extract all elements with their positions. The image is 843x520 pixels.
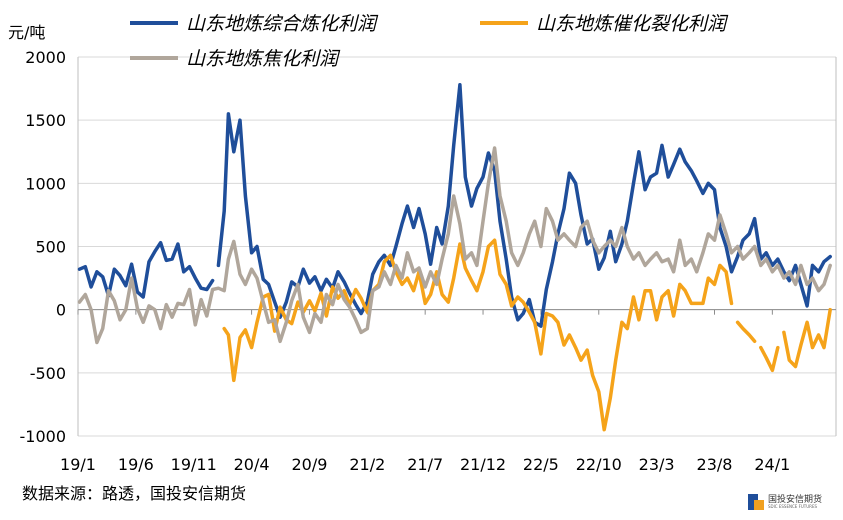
legend-label: 山东地炼催化裂化利润 [536, 13, 729, 35]
x-tick-label: 22/5 [523, 455, 559, 474]
y-tick-label: 1500 [25, 111, 66, 130]
y-tick-label: -1000 [20, 427, 67, 446]
x-tick-label: 24/1 [754, 455, 790, 474]
legend-label: 山东地炼综合炼化利润 [186, 13, 379, 35]
y-tick-label: 2000 [25, 48, 66, 67]
company-logo: 国投安信期货 SDIC ESSENCE FUTURES [748, 494, 822, 510]
series-line-1 [77, 83, 832, 328]
series-line-3 [77, 146, 832, 345]
logo-text-en: SDIC ESSENCE FUTURES [768, 503, 818, 509]
legend-label: 山东地炼焦化利润 [186, 48, 341, 70]
series-lines [77, 83, 832, 432]
y-tick-label: -500 [30, 364, 66, 383]
x-axis-ticks: 19/1 19/6 19/11 20/4 20/9 21/2 21/7 21/12 22/5 22… [60, 309, 790, 474]
x-tick-label: 19/6 [118, 455, 154, 474]
x-tick-label: 21/2 [349, 455, 385, 474]
x-tick-label: 19/1 [60, 455, 96, 474]
source-note: 数据来源：路透，国投安信期货 [22, 484, 247, 503]
y-axis-unit-label: 元/吨 [8, 23, 45, 42]
x-tick-label: 19/11 [171, 455, 217, 474]
x-tick-label: 20/9 [291, 455, 327, 474]
y-tick-label: 1000 [25, 174, 66, 193]
x-tick-label: 21/12 [460, 455, 506, 474]
series-line-2 [222, 238, 832, 432]
x-tick-label: 22/10 [576, 455, 622, 474]
y-axis-ticks: 2000 1500 1000 500 0 -500 -1000 [20, 48, 67, 446]
x-tick-label: 23/8 [697, 455, 733, 474]
x-tick-label: 21/7 [407, 455, 443, 474]
logo-mark-icon [748, 494, 764, 510]
x-tick-label: 20/4 [234, 455, 270, 474]
logo-text-cn: 国投安信期货 [768, 494, 823, 505]
x-tick-label: 23/3 [639, 455, 675, 474]
y-tick-label: 500 [35, 238, 66, 257]
y-tick-label: 0 [56, 301, 66, 320]
